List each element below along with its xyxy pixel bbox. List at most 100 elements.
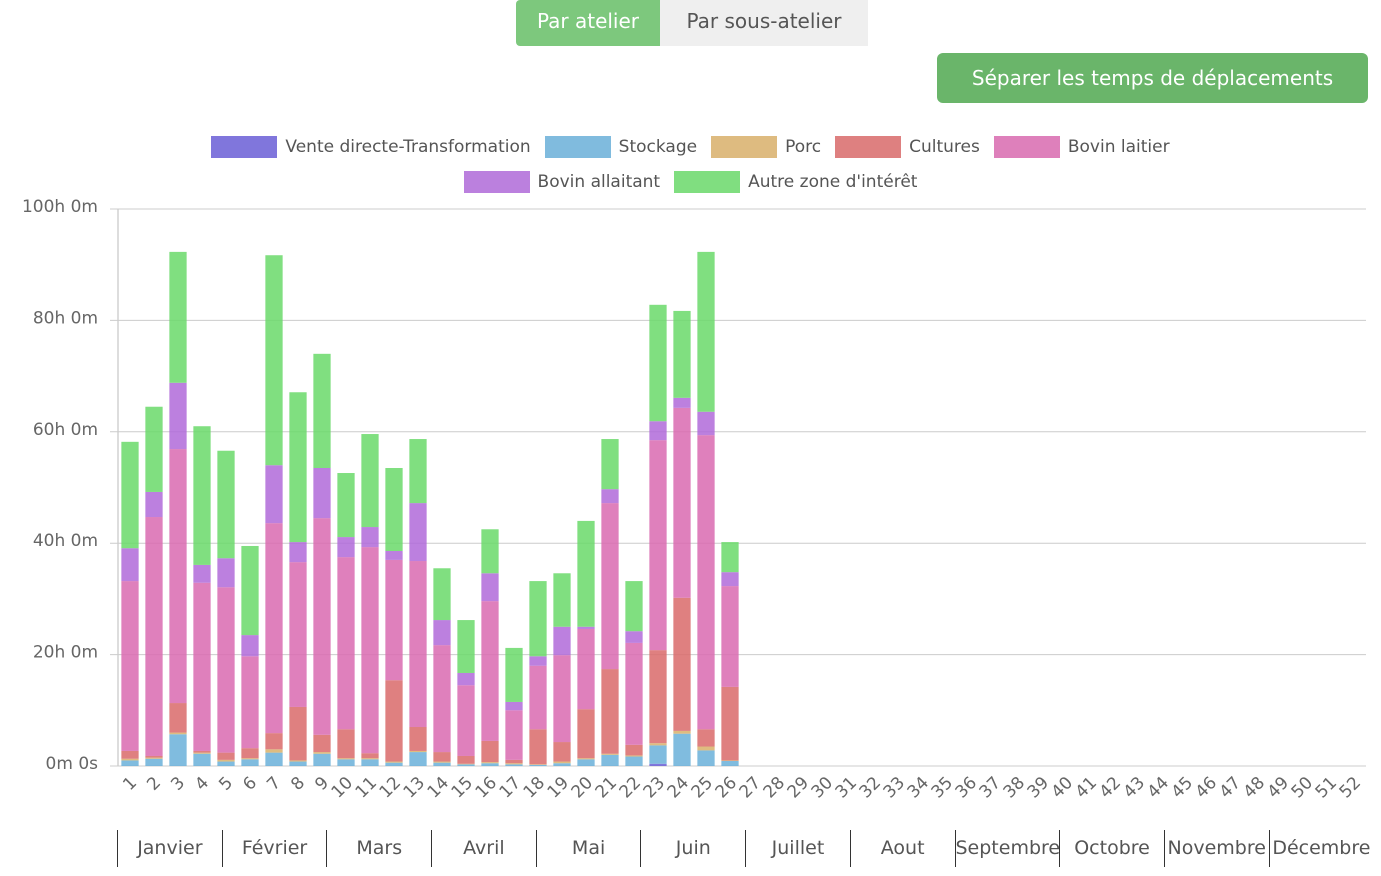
bar-segment xyxy=(385,680,403,762)
bar-segment xyxy=(337,473,355,538)
bar-segment xyxy=(409,561,427,728)
legend-swatch xyxy=(835,136,902,158)
bar-segment xyxy=(193,752,211,754)
bar-segment xyxy=(193,426,211,565)
bar-segment xyxy=(697,411,715,436)
bar-segment xyxy=(481,529,499,574)
x-tick-label: 3 xyxy=(167,773,189,795)
bar-segment xyxy=(577,626,595,629)
bar-segment xyxy=(337,557,355,730)
bar-segment xyxy=(433,761,451,763)
bar-segment xyxy=(625,642,643,745)
x-tick-label: 52 xyxy=(1336,773,1365,802)
bar-segment xyxy=(505,759,523,764)
bar-segment xyxy=(265,523,283,734)
y-tick-label: 40h 0m xyxy=(33,531,98,551)
bar-segment xyxy=(697,435,715,730)
legend-label: Autre zone d'intérêt xyxy=(748,172,918,192)
bar-segment xyxy=(241,758,259,760)
bar-segment xyxy=(577,758,595,760)
bar-segment xyxy=(241,635,259,657)
bar-segment xyxy=(505,647,523,702)
button[interactable]: Séparer les temps de déplacements xyxy=(937,53,1368,103)
bar-segment xyxy=(409,750,427,753)
bar-segment xyxy=(457,672,475,686)
bar-segment xyxy=(265,733,283,750)
bar-segment xyxy=(145,758,163,766)
bar-segment xyxy=(121,581,139,751)
bar-segment xyxy=(337,758,355,760)
bar-segment xyxy=(361,527,379,548)
bar-segment xyxy=(721,760,739,766)
bar-segment xyxy=(193,564,211,583)
bar-segment xyxy=(169,449,187,704)
legend-item: Cultures xyxy=(835,136,980,158)
bar-segment xyxy=(673,597,691,731)
bar-segment xyxy=(217,761,235,766)
bar-segment xyxy=(265,749,283,753)
bar-segment xyxy=(601,669,619,754)
bar-segment xyxy=(673,730,691,734)
bar-segment xyxy=(481,601,499,741)
month-row: Janvier Février Mars Avril Mai Juin Juillet Aou… xyxy=(117,830,1381,867)
bar-segment xyxy=(337,759,355,766)
legend-label: Vente directe-Transformation xyxy=(285,137,531,157)
bar-segment xyxy=(241,748,259,759)
legend-swatch xyxy=(674,171,741,193)
y-tick-label: 80h 0m xyxy=(33,308,98,328)
bar-segment xyxy=(217,759,235,762)
legend-label: Porc xyxy=(785,137,822,157)
bar-segment xyxy=(217,587,235,753)
bar-segment xyxy=(601,753,619,755)
legend-label: Cultures xyxy=(909,137,980,157)
bar-segment xyxy=(313,752,331,754)
bar-segment xyxy=(553,655,571,743)
bar-segment xyxy=(265,465,283,524)
bar-segment xyxy=(313,734,331,753)
bar-segment xyxy=(625,581,643,632)
tab[interactable]: Par sous-atelier xyxy=(660,0,868,46)
legend-label: Bovin laitier xyxy=(1067,137,1170,157)
bar-segment xyxy=(169,382,187,450)
bar-segment xyxy=(217,450,235,559)
bar-segment xyxy=(457,764,475,766)
bar-segment xyxy=(169,732,187,735)
bar-segment xyxy=(505,763,523,765)
bar-segment xyxy=(241,545,259,636)
bar-segment xyxy=(529,581,547,657)
bar-segment xyxy=(169,703,187,733)
bar-segment xyxy=(385,559,403,681)
bar-segment xyxy=(649,421,667,441)
bar-segment xyxy=(145,757,163,759)
bar-segment xyxy=(169,251,187,383)
month-label: Juin xyxy=(640,830,745,867)
bar-segment xyxy=(481,763,499,766)
bar-segment xyxy=(145,517,163,756)
bar-segment xyxy=(481,740,499,763)
bar-segment xyxy=(529,764,547,765)
bar-segment xyxy=(577,709,595,759)
legend-item: Bovin allaitant xyxy=(463,171,660,193)
bar-segment xyxy=(433,620,451,646)
bar-segment xyxy=(529,656,547,666)
month-label: Septembre xyxy=(954,830,1059,867)
bar-segment xyxy=(601,754,619,766)
bar-segment xyxy=(289,761,307,766)
bar-segment xyxy=(649,650,667,744)
x-tick-label: 8 xyxy=(287,773,309,795)
bar-segment xyxy=(505,764,523,766)
tab[interactable]: Par atelier xyxy=(516,0,660,46)
bar-segment xyxy=(409,439,427,504)
bar-segment xyxy=(193,753,211,766)
bar-segment xyxy=(433,568,451,621)
bar-segment xyxy=(697,750,715,766)
bar-segment xyxy=(697,251,715,412)
x-tick-label: 5 xyxy=(215,773,237,795)
bar-segment xyxy=(193,750,211,753)
legend-item: Autre zone d'intérêt xyxy=(674,171,917,193)
month-label: Novembre xyxy=(1163,830,1269,867)
bar-segment xyxy=(265,255,283,466)
month-label: Décembre xyxy=(1268,830,1374,867)
bar-segment xyxy=(433,752,451,762)
